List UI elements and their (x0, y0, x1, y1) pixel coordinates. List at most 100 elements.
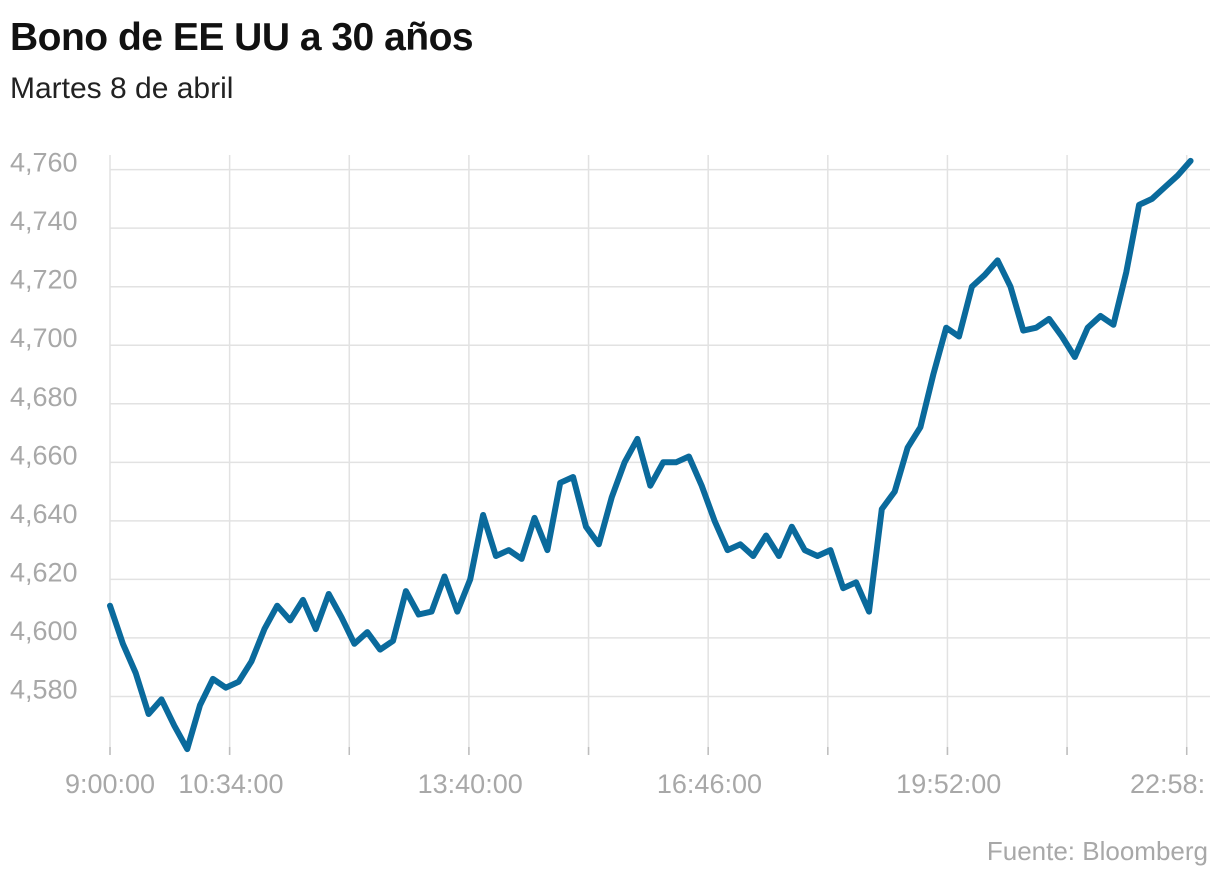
y-tick-label: 4,680 (10, 382, 78, 412)
data-point (1176, 174, 1180, 177)
source-note: Fuente: Bloomberg (986, 836, 1208, 866)
x-tick-label: 9:00:00 (65, 769, 155, 799)
data-point (494, 554, 498, 558)
data-point (314, 627, 318, 631)
data-point (404, 589, 408, 593)
data-point (893, 490, 897, 494)
data-point (211, 677, 215, 681)
data-point (571, 475, 575, 479)
data-point (738, 542, 742, 546)
data-point (507, 548, 511, 552)
data-point (1099, 314, 1102, 318)
data-point (288, 618, 292, 622)
data-point (378, 648, 382, 652)
data-point (340, 615, 344, 619)
y-tick-label: 4,640 (10, 499, 78, 529)
data-point (970, 285, 974, 289)
data-point (108, 604, 112, 608)
data-point (597, 542, 601, 546)
data-point (443, 575, 446, 578)
series-line (107, 157, 1194, 753)
data-point (391, 639, 395, 643)
data-point (880, 507, 884, 511)
data-point (185, 747, 189, 751)
y-tick-label: 4,700 (10, 323, 78, 353)
data-point (275, 604, 279, 608)
data-point (996, 258, 1000, 262)
data-point (790, 525, 794, 529)
data-point (867, 610, 871, 614)
chart-grid (109, 155, 1210, 755)
y-tick-label: 4,620 (10, 557, 78, 587)
data-point (134, 671, 138, 675)
y-tick-label: 4,720 (10, 265, 78, 295)
data-point (764, 534, 768, 537)
data-point (250, 659, 253, 663)
data-point (816, 554, 819, 558)
data-point (121, 642, 125, 646)
data-point (751, 554, 755, 558)
x-tick-label: 13:40:00 (418, 769, 523, 799)
data-point (906, 446, 910, 450)
data-point (301, 598, 305, 602)
data-point (520, 557, 524, 561)
data-point (1009, 285, 1012, 289)
data-point (1086, 326, 1090, 330)
data-point (635, 437, 639, 441)
data-point (198, 703, 202, 707)
data-point (545, 548, 549, 552)
y-tick-label: 4,740 (10, 206, 78, 236)
data-point (262, 627, 266, 631)
data-point (713, 519, 717, 523)
data-point (237, 680, 241, 684)
data-point (468, 577, 472, 581)
data-point (957, 335, 961, 338)
x-axis: 9:00:00 10:34:00 13:40:00 16:46:00 19:52:00 2… (65, 747, 1205, 799)
data-point (726, 548, 729, 552)
data-point (983, 273, 987, 277)
y-tick-label: 4,660 (10, 440, 78, 470)
y-tick-label: 4,600 (10, 616, 78, 646)
data-point (828, 548, 832, 552)
data-point (1124, 270, 1128, 274)
data-point (558, 481, 562, 485)
y-tick-label: 4,580 (10, 674, 78, 704)
data-point (944, 326, 948, 330)
data-point (1060, 335, 1064, 338)
chart-subtitle: Martes 8 de abril (10, 72, 234, 105)
data-point (172, 724, 176, 728)
data-point (1073, 355, 1077, 359)
data-point (841, 586, 845, 590)
data-point (430, 610, 434, 614)
data-point (1047, 317, 1051, 321)
x-tick-label: 10:34:00 (178, 769, 283, 799)
data-point (623, 460, 627, 464)
data-point (931, 373, 935, 376)
data-point (455, 610, 459, 614)
data-point (1111, 323, 1115, 327)
data-point (687, 455, 691, 458)
data-point (1150, 197, 1154, 201)
series-group (107, 157, 1194, 753)
data-point (661, 460, 665, 464)
data-point (648, 484, 652, 488)
data-point (674, 460, 678, 464)
data-point (327, 592, 331, 596)
x-tick-label: 19:52:00 (896, 769, 1001, 799)
data-point (918, 425, 922, 429)
data-point (610, 495, 614, 499)
y-tick-label: 4,760 (10, 148, 78, 178)
x-tick-label: 16:46:00 (657, 769, 762, 799)
data-point (365, 630, 369, 634)
x-tick-label: 22:58: (1130, 769, 1205, 799)
data-point (352, 642, 356, 646)
data-point (854, 580, 858, 584)
data-point (1137, 203, 1141, 207)
data-point (777, 554, 781, 558)
data-point (147, 712, 151, 716)
data-point (417, 613, 421, 616)
data-point (1021, 329, 1025, 333)
chart-title: Bono de EE UU a 30 años (10, 16, 474, 59)
data-point (584, 525, 588, 529)
